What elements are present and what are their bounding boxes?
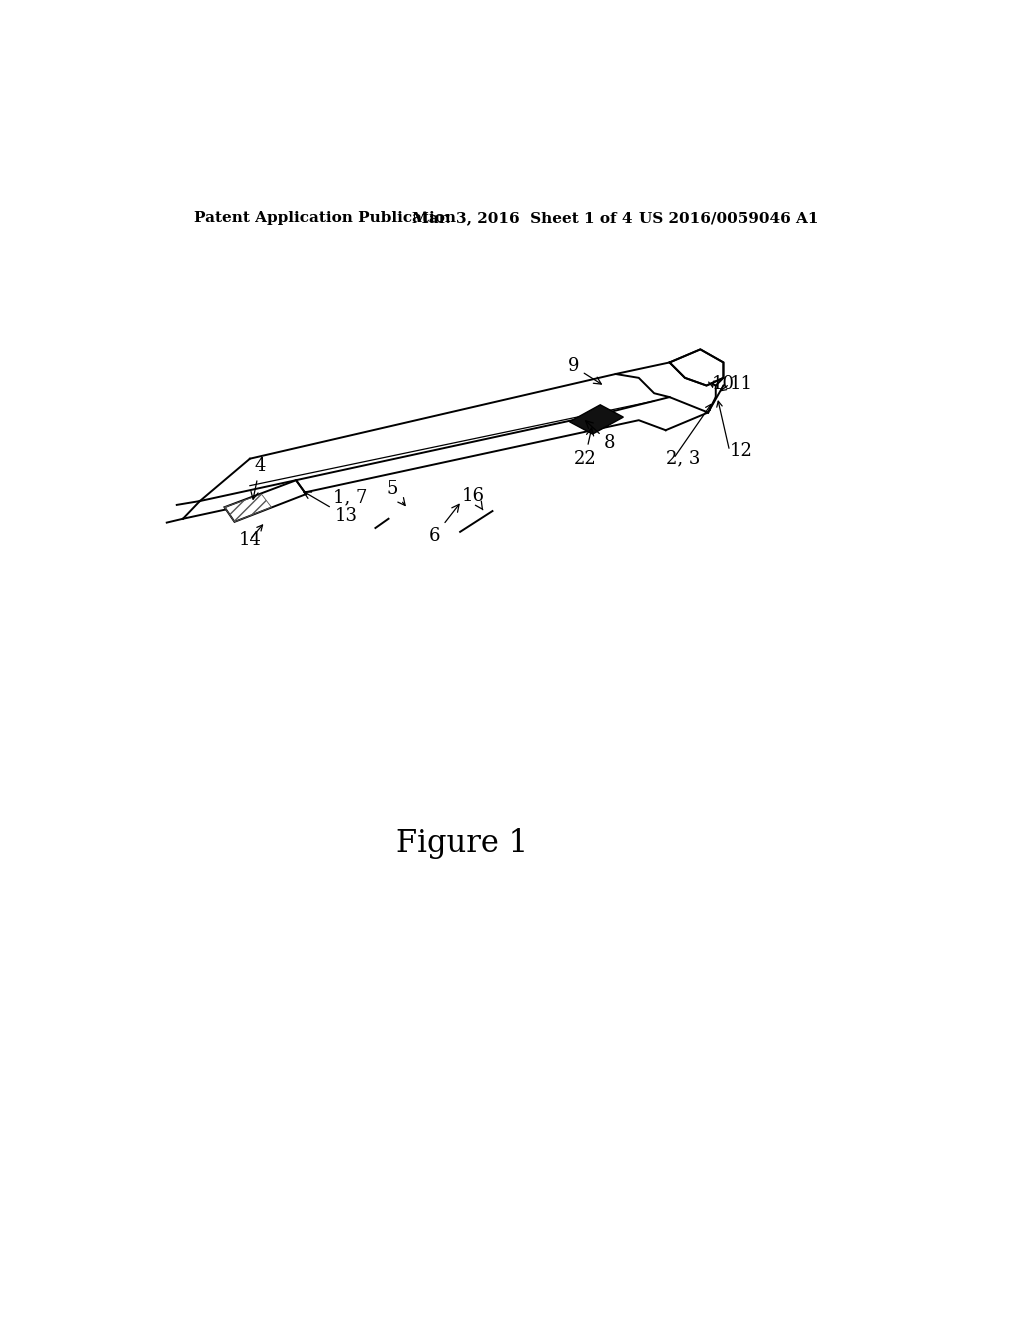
Text: 9: 9 [567, 358, 601, 384]
Text: 16: 16 [462, 487, 484, 510]
Text: 14: 14 [239, 531, 261, 549]
Polygon shape [569, 405, 624, 434]
Polygon shape [183, 412, 666, 519]
Polygon shape [200, 363, 716, 502]
Text: 13: 13 [303, 491, 357, 525]
Text: 5: 5 [387, 480, 406, 506]
Text: 22: 22 [573, 428, 596, 467]
Text: 12: 12 [730, 442, 753, 459]
Text: 2, 3: 2, 3 [666, 450, 700, 467]
Text: 11: 11 [730, 375, 753, 393]
Text: Figure 1: Figure 1 [395, 828, 527, 859]
Text: US 2016/0059046 A1: US 2016/0059046 A1 [639, 211, 818, 226]
Text: 10: 10 [712, 375, 735, 393]
Text: 1, 7: 1, 7 [333, 488, 368, 506]
Text: 6: 6 [429, 504, 459, 545]
Text: 4: 4 [251, 458, 265, 499]
Text: Mar. 3, 2016  Sheet 1 of 4: Mar. 3, 2016 Sheet 1 of 4 [412, 211, 632, 226]
Polygon shape [670, 350, 724, 385]
Text: 8: 8 [586, 421, 615, 453]
Polygon shape [224, 480, 306, 521]
Text: Patent Application Publication: Patent Application Publication [194, 211, 456, 226]
